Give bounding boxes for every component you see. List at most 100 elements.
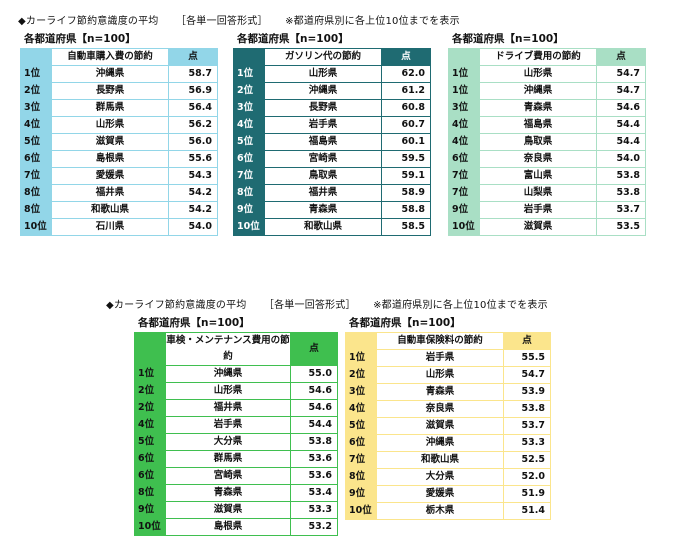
table-row: 5位 滋賀県 56.0: [21, 134, 217, 150]
table-row: 6位 沖縄県 53.3: [346, 435, 550, 451]
rank-cell: 10位: [237, 221, 260, 232]
rank-cell: 2位: [24, 85, 41, 96]
score-cell: 53.8: [597, 185, 645, 201]
ranking-table: ガソリン代の節約点 1位 山形県 62.0 2位 沖縄県 61.2 3位 長野県 60.8 4位 岩手…: [233, 48, 431, 236]
table-drive-cost: 各都道府県【n=100】 ドライブ費用の節約点 1位 山形県 54.7 1位 沖縄県 54.7…: [448, 32, 646, 236]
rank-cell: 1位: [452, 68, 469, 79]
score-cell: 60.1: [382, 134, 430, 150]
prefecture-cell: 愛媛県: [52, 168, 168, 184]
rank-cell: 7位: [452, 187, 469, 198]
table-subtitle: 各都道府県【n=100】: [24, 33, 136, 45]
item-header: 自動車購入費の節約: [52, 49, 168, 65]
prefecture-cell: 青森県: [480, 100, 596, 116]
prefecture-cell: 沖縄県: [480, 83, 596, 99]
score-cell: 56.0: [169, 134, 217, 150]
score-cell: 53.4: [291, 485, 337, 501]
caption-title: ◆カーライフ節約意識度の平均: [106, 300, 247, 311]
caption-bottom: ◆カーライフ節約意識度の平均 ［各単一回答形式］ ※都道府県別に各上位10位まで…: [106, 296, 562, 311]
prefecture-cell: 長野県: [265, 100, 381, 116]
rank-cell: 7位: [237, 170, 254, 181]
table-row: 1位 沖縄県 58.7: [21, 66, 217, 82]
rank-cell: 3位: [349, 386, 366, 397]
table-row: 1位 山形県 62.0: [234, 66, 430, 82]
caption-note: ※都道府県別に各上位10位までを表示: [285, 16, 460, 27]
table-row: 3位 青森県 54.6: [449, 100, 645, 116]
score-cell: 54.6: [291, 400, 337, 416]
score-cell: 53.7: [504, 418, 550, 434]
rank-cell: 8位: [349, 471, 366, 482]
table-gasoline: 各都道府県【n=100】 ガソリン代の節約点 1位 山形県 62.0 2位 沖縄県 61.2 3…: [233, 32, 431, 236]
rank-cell: 1位: [138, 368, 155, 379]
table-header-row: ドライブ費用の節約 点: [449, 49, 645, 65]
rank-cell: 5位: [24, 136, 41, 147]
rank-cell: 1位: [237, 68, 254, 79]
score-cell: 56.2: [169, 117, 217, 133]
prefecture-cell: 和歌山県: [265, 219, 381, 235]
prefecture-cell: 奈良県: [377, 401, 503, 417]
score-cell: 58.7: [169, 66, 217, 82]
table-row: 6位 宮崎県 59.5: [234, 151, 430, 167]
table-row: 2位 山形県 54.7: [346, 367, 550, 383]
rank-cell: 2位: [138, 385, 155, 396]
rank-cell: 1位: [24, 68, 41, 79]
item-header: 車検・メンテナンス費用の節約: [166, 333, 290, 365]
score-cell: 53.5: [597, 219, 645, 235]
ranking-table: 自動車保険料の節約点 1位 岩手県 55.5 2位 山形県 54.7 3位 青森県 53.9 4位奈…: [345, 332, 551, 520]
prefecture-cell: 栃木県: [377, 503, 503, 519]
score-cell: 53.3: [291, 502, 337, 518]
score-cell: 56.9: [169, 83, 217, 99]
rank-cell: 10位: [452, 221, 475, 232]
table-row: 7位 富山県 53.8: [449, 168, 645, 184]
prefecture-cell: 山形県: [377, 367, 503, 383]
score-cell: 58.5: [382, 219, 430, 235]
prefecture-cell: 滋賀県: [52, 134, 168, 150]
table-row: 2位 沖縄県 61.2: [234, 83, 430, 99]
table-row: 4位 岩手県 60.7: [234, 117, 430, 133]
prefecture-cell: 福井県: [166, 400, 290, 416]
rank-cell: 5位: [349, 420, 366, 431]
prefecture-cell: 長野県: [52, 83, 168, 99]
rank-cell: 8位: [24, 204, 41, 215]
prefecture-cell: 滋賀県: [166, 502, 290, 518]
ranking-table: 車検・メンテナンス費用の節約点 1位 沖縄県 55.0 2位 山形県 54.6 2位 福井県 54…: [134, 332, 338, 536]
rank-cell: 6位: [349, 437, 366, 448]
table-row: 5位 大分県 53.8: [135, 434, 337, 450]
score-cell: 60.8: [382, 100, 430, 116]
table-row: 2位 長野県 56.9: [21, 83, 217, 99]
prefecture-cell: 和歌山県: [377, 452, 503, 468]
prefecture-cell: 福井県: [52, 185, 168, 201]
score-cell: 54.7: [597, 66, 645, 82]
score-cell: 54.2: [169, 202, 217, 218]
table-header-row: ガソリン代の節約 点: [234, 49, 430, 65]
score-cell: 58.9: [382, 185, 430, 201]
score-cell: 53.8: [504, 401, 550, 417]
rank-cell: 9位: [452, 204, 469, 215]
ranking-table: 自動車購入費の節約点 1位 沖縄県 58.7 2位 長野県 56.9 3位 群馬県 56.4 4位山…: [20, 48, 218, 236]
table-insurance: 各都道府県【n=100】 自動車保険料の節約点 1位 岩手県 55.5 2位 山形県 54.7…: [345, 316, 551, 520]
rank-cell: 4位: [237, 119, 254, 130]
score-cell: 55.6: [169, 151, 217, 167]
rank-cell: 1位: [349, 352, 366, 363]
score-cell: 53.9: [504, 384, 550, 400]
table-row: 3位 青森県 53.9: [346, 384, 550, 400]
prefecture-cell: 奈良県: [480, 151, 596, 167]
table-row: 10位 石川県 54.0: [21, 219, 217, 235]
rank-cell: 6位: [138, 470, 155, 481]
table-subtitle: 各都道府県【n=100】: [138, 317, 250, 329]
caption-format: ［各単一回答形式］: [263, 300, 356, 311]
table-row: 8位 大分県 52.0: [346, 469, 550, 485]
score-cell: 54.2: [169, 185, 217, 201]
item-header: 自動車保険料の節約: [377, 333, 503, 349]
score-cell: 53.6: [291, 468, 337, 484]
rank-cell: 10位: [138, 521, 161, 532]
score-cell: 53.2: [291, 519, 337, 535]
prefecture-cell: 群馬県: [166, 451, 290, 467]
table-row: 10位 栃木県 51.4: [346, 503, 550, 519]
rank-cell: 8位: [24, 187, 41, 198]
table-row: 1位 山形県 54.7: [449, 66, 645, 82]
score-header: 点: [188, 51, 198, 62]
table-row: 7位 鳥取県 59.1: [234, 168, 430, 184]
rank-cell: 7位: [452, 170, 469, 181]
table-row: 8位 青森県 53.4: [135, 485, 337, 501]
score-cell: 62.0: [382, 66, 430, 82]
